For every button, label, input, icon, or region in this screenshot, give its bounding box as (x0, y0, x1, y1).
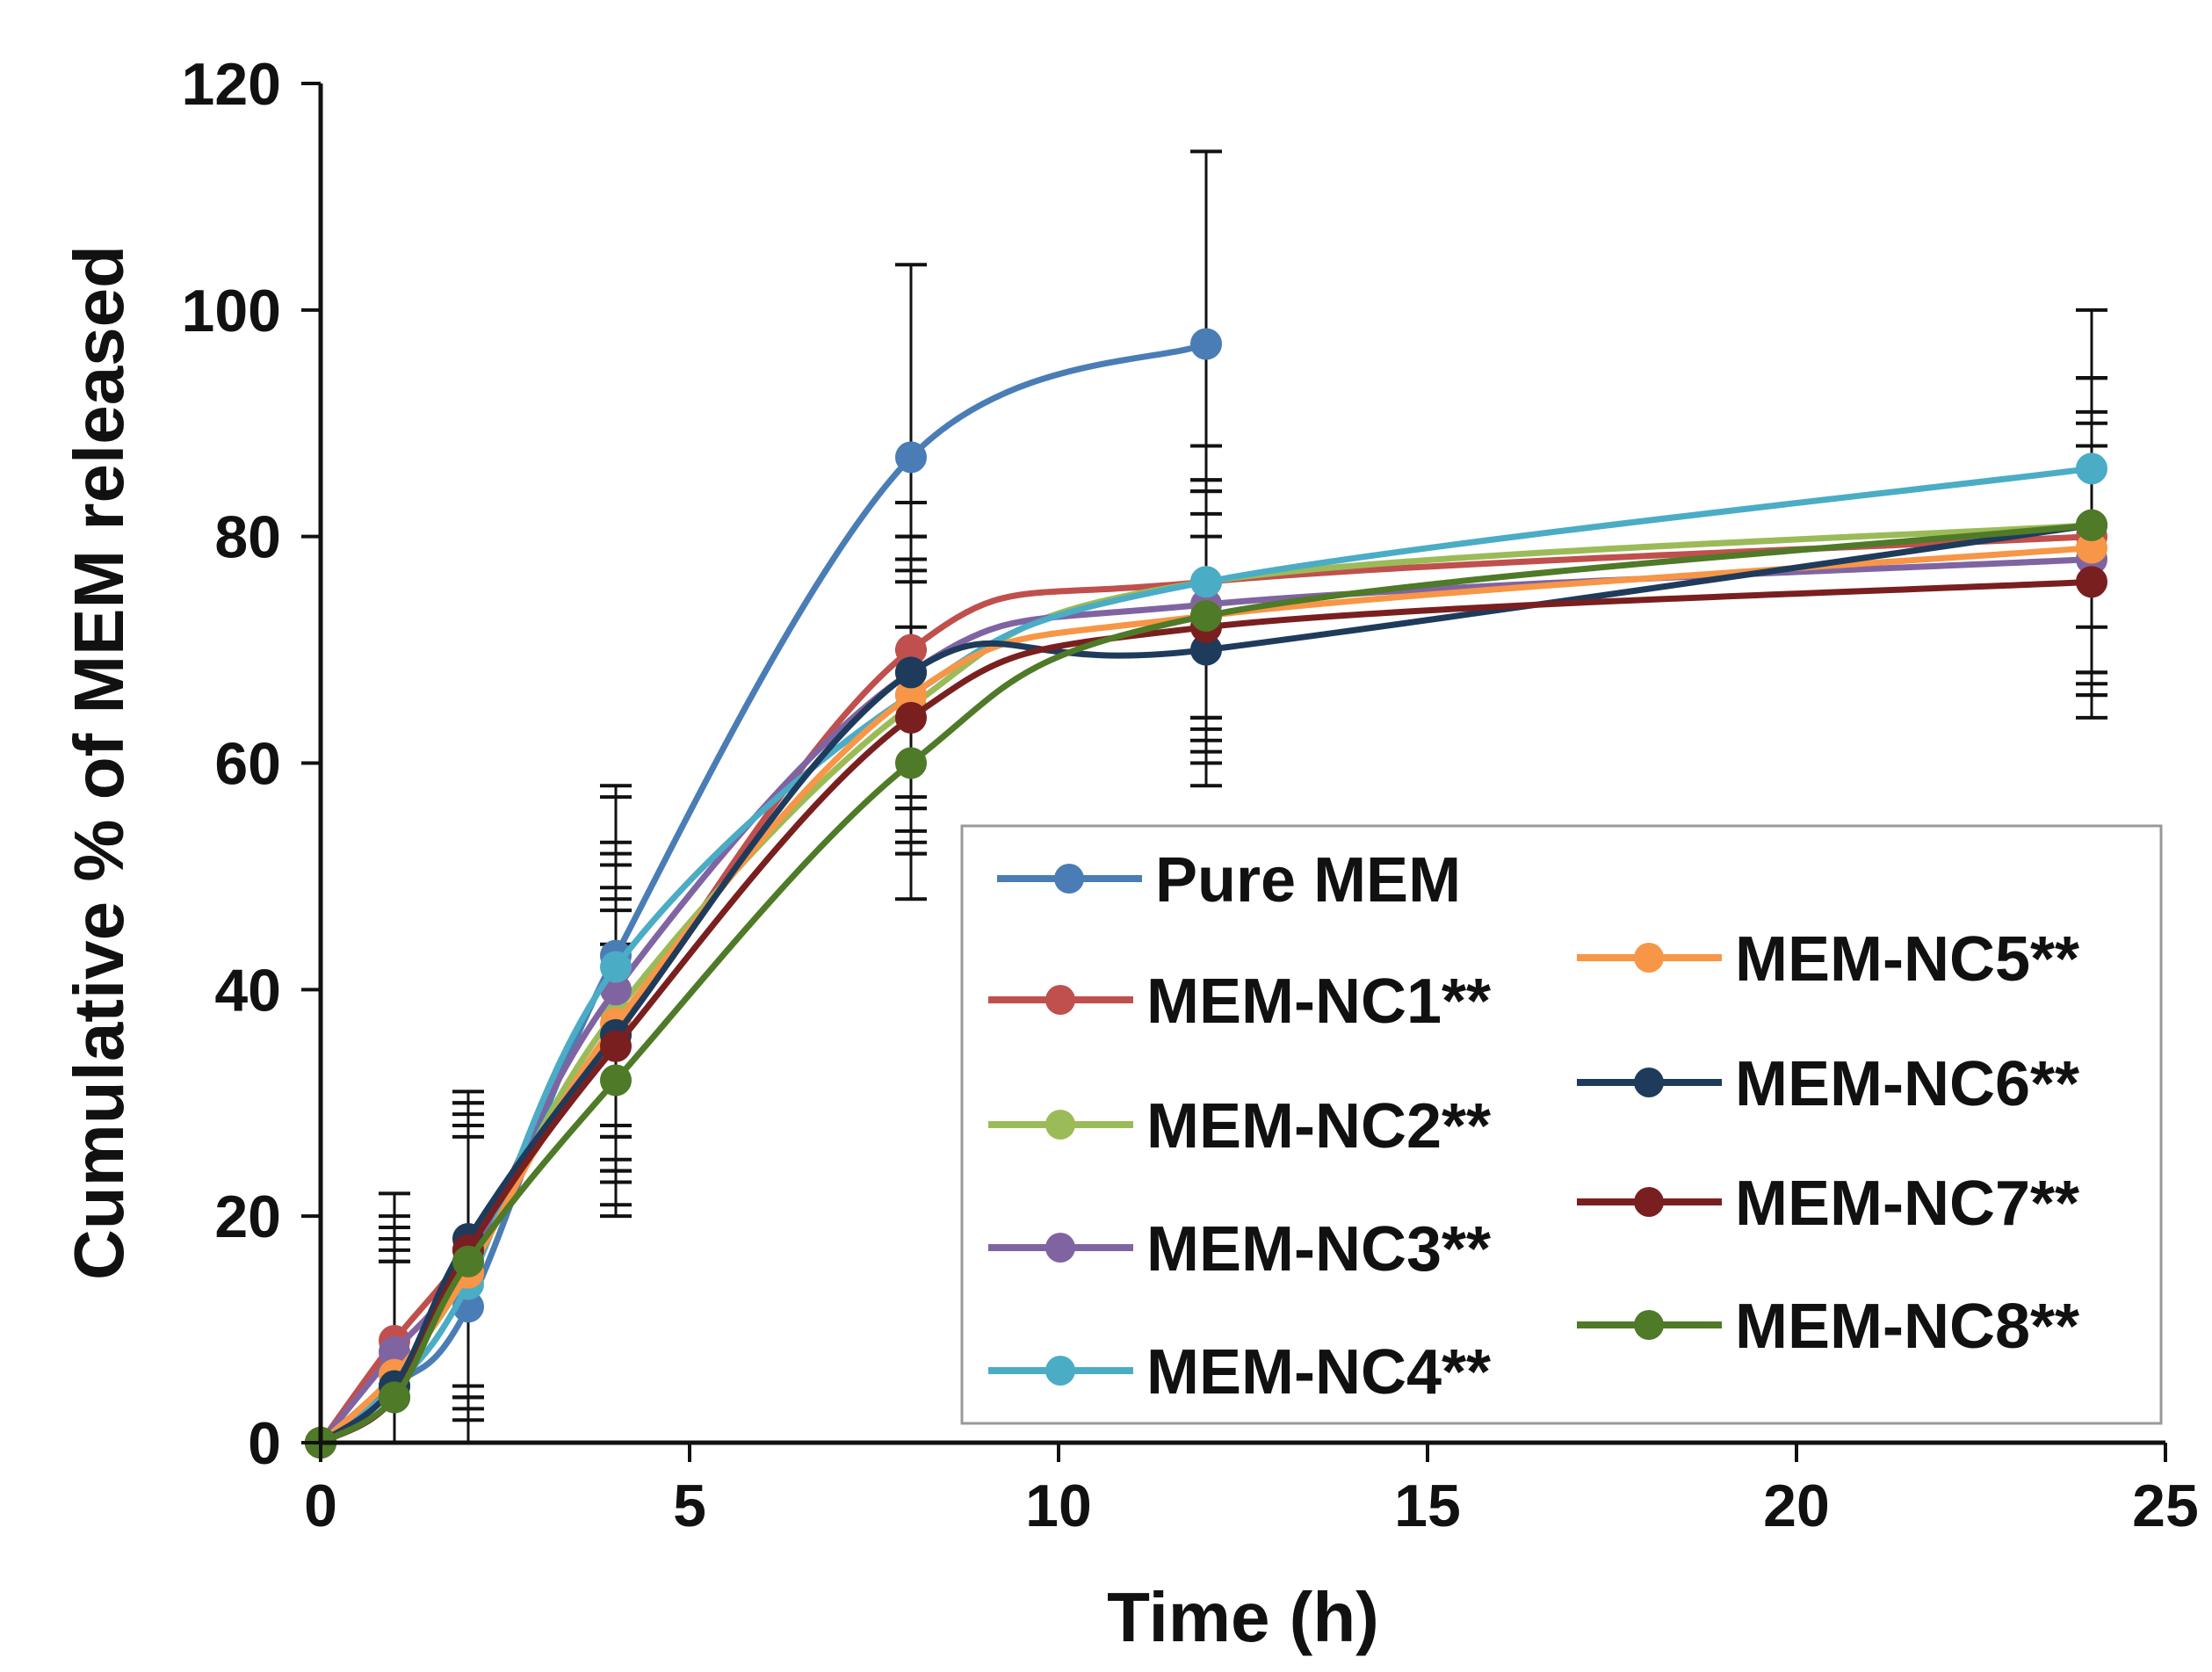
y-tick-label: 100 (182, 278, 281, 344)
data-point (1190, 566, 1222, 598)
legend-item-mem-nc8: MEM-NC8** (1577, 1292, 2079, 1362)
legend-item-mem-nc1: MEM-NC1** (988, 966, 1491, 1037)
series-mem-nc8 (305, 509, 2107, 1458)
data-point (2076, 509, 2107, 541)
legend-marker (1634, 943, 1664, 973)
legend-item-mem-nc2: MEM-NC2** (988, 1091, 1491, 1162)
data-point (2076, 452, 2107, 485)
legend-marker (1634, 1068, 1664, 1097)
data-point (895, 656, 927, 689)
legend-marker (1634, 1187, 1664, 1217)
y-tick-label: 0 (248, 1410, 281, 1477)
x-tick-label: 20 (1763, 1473, 1830, 1539)
data-point (1190, 599, 1222, 632)
data-point (1190, 328, 1222, 360)
legend-label: Pure MEM (1155, 845, 1461, 916)
legend-marker (1045, 1233, 1075, 1263)
data-point (895, 701, 927, 734)
plot-area (305, 149, 2107, 1458)
legend: Pure MEM MEM-NC1** MEM-NC2** MEM-NC3** MEM-N… (960, 824, 2163, 1425)
y-tick-label: 120 (182, 51, 281, 118)
legend-marker (1054, 864, 1084, 894)
x-axis-title: Time (h) (1107, 1578, 1379, 1656)
data-point (600, 951, 632, 983)
series-line (319, 522, 2093, 1446)
legend-label: MEM-NC3** (1146, 1214, 1491, 1285)
legend-label: MEM-NC4** (1146, 1337, 1491, 1408)
legend-label: MEM-NC2** (1146, 1091, 1491, 1162)
legend-label: MEM-NC8** (1735, 1292, 2079, 1362)
legend-item-mem-nc5: MEM-NC5** (1577, 924, 2079, 995)
legend-label: MEM-NC5** (1735, 924, 2079, 995)
x-tick-label: 15 (1394, 1473, 1461, 1539)
legend-marker (1045, 1356, 1075, 1386)
y-axis-title: Cumulative % of MEM released (60, 245, 138, 1280)
y-tick-label: 80 (214, 504, 281, 571)
data-point (600, 1030, 632, 1062)
x-tick-label: 25 (2132, 1473, 2199, 1539)
x-tick-label: 10 (1025, 1473, 1092, 1539)
legend-item-mem-nc4: MEM-NC4** (988, 1337, 1491, 1408)
legend-label: MEM-NC1** (1146, 966, 1491, 1037)
legend-item-mem-nc3: MEM-NC3** (988, 1214, 1491, 1285)
y-tick-label: 40 (214, 957, 281, 1024)
data-point (379, 1381, 410, 1414)
legend-label: MEM-NC7** (1735, 1169, 2079, 1239)
axis-ticks: 0 5 10 15 20 25 0 20 40 60 80 100 120 (182, 51, 2199, 1539)
y-tick-label: 60 (214, 731, 281, 798)
legend-marker (1045, 1110, 1075, 1140)
data-point (600, 1064, 632, 1097)
legend-item-mem-nc7: MEM-NC7** (1577, 1169, 2079, 1239)
x-tick-label: 5 (673, 1473, 706, 1539)
legend-item-mem-nc6: MEM-NC6** (1577, 1049, 2079, 1119)
legend-label: MEM-NC6** (1735, 1049, 2079, 1119)
legend-marker (1045, 985, 1075, 1015)
series-line (318, 465, 2093, 1445)
legend-item-pure-mem: Pure MEM (997, 845, 1461, 916)
legend-marker (1634, 1310, 1664, 1340)
data-point (452, 1245, 484, 1278)
x-tick-label: 0 (304, 1473, 337, 1539)
legend-box (960, 824, 2163, 1425)
data-point (895, 441, 927, 474)
data-point (895, 747, 927, 779)
data-point (2076, 566, 2107, 598)
y-tick-label: 20 (214, 1183, 281, 1250)
